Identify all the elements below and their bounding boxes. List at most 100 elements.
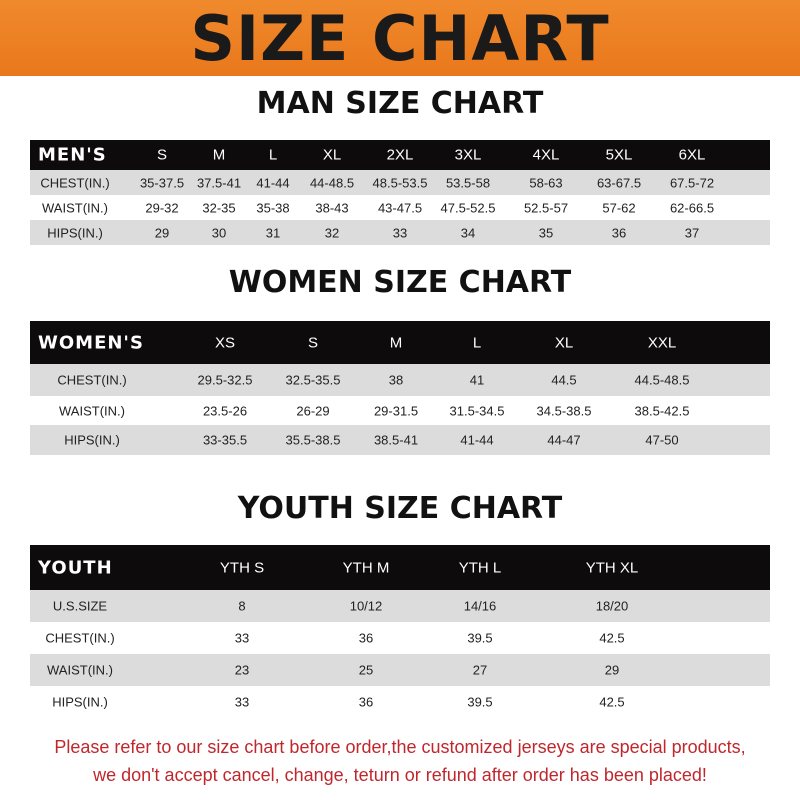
- table-cell: 52.5-57: [523, 200, 569, 215]
- table-row: U.S.SIZE 8 10/12 14/16 18/20: [30, 590, 770, 622]
- table-cell: 29.5-32.5: [197, 372, 253, 388]
- table-cell: 2XL: [386, 146, 414, 164]
- men-section-title: MAN SIZE CHART: [256, 86, 544, 121]
- table-cell: 26-29: [296, 403, 330, 418]
- table-cell: XL: [554, 334, 574, 351]
- table-header-row: WOMEN'S XS S M L XL XXL: [30, 321, 770, 364]
- table-cell: S: [156, 146, 168, 164]
- row-label: CHEST(IN.): [45, 630, 115, 646]
- table-cell: 36: [358, 694, 374, 710]
- table-cell: 33: [234, 630, 250, 646]
- row-label: WAIST(IN.): [42, 200, 108, 215]
- table-cell: 57-62: [602, 200, 636, 215]
- table-cell: 31: [265, 225, 281, 240]
- table-cell: 48.5-53.5: [372, 175, 428, 190]
- banner-title: SIZE CHART: [190, 2, 610, 75]
- order-notice: Please refer to our size chart before or…: [0, 733, 800, 789]
- row-label: HIPS(IN.): [52, 694, 108, 710]
- table-cell: 10/12: [349, 598, 383, 614]
- table-cell: YTH M: [342, 559, 390, 576]
- table-cell: 35-37.5: [139, 175, 185, 190]
- table-cell: L: [268, 146, 278, 164]
- table-cell: S: [307, 334, 319, 351]
- table-cell: 44.5: [551, 372, 577, 388]
- table-cell: YTH L: [458, 559, 502, 576]
- table-cell: 41-44: [460, 432, 494, 448]
- table-cell: 47-50: [645, 432, 679, 448]
- table-cell: 44.5-48.5: [634, 372, 690, 388]
- table-cell: 23: [234, 662, 250, 678]
- row-label: CHEST(IN.): [57, 372, 127, 388]
- table-row: CHEST(IN.) 33 36 39.5 42.5: [30, 622, 770, 654]
- row-label: WAIST(IN.): [59, 403, 125, 418]
- table-row: WAIST(IN.) 29-32 32-35 35-38 38-43 43-47.5 47.…: [30, 195, 770, 220]
- table-cell: 29: [154, 225, 170, 240]
- table-cell: 3XL: [454, 146, 482, 164]
- table-cell: 8: [238, 598, 246, 614]
- table-cell: 29: [604, 662, 620, 678]
- table-cell: 33: [392, 225, 408, 240]
- table-row: HIPS(IN.) 33-35.5 35.5-38.5 38.5-41 41-44 44-…: [30, 425, 770, 455]
- table-cell: 41: [469, 372, 485, 388]
- table-cell: 18/20: [595, 598, 629, 614]
- table-cell: 58-63: [529, 175, 563, 190]
- banner: SIZE CHART: [0, 0, 800, 76]
- table-cell: 33: [234, 694, 250, 710]
- table-cell: YTH S: [219, 559, 265, 576]
- table-row: WAIST(IN.) 23 25 27 29: [30, 654, 770, 686]
- table-cell: 4XL: [532, 146, 560, 164]
- row-label: HIPS(IN.): [47, 225, 103, 240]
- table-cell: 36: [611, 225, 627, 240]
- table-row: HIPS(IN.) 33 36 39.5 42.5: [30, 686, 770, 718]
- table-cell: XS: [214, 334, 236, 351]
- youth-section-title: YOUTH SIZE CHART: [237, 491, 563, 526]
- table-cell: 29-32: [145, 200, 179, 215]
- order-notice-line-1: Please refer to our size chart before or…: [54, 737, 746, 757]
- table-row: CHEST(IN.) 35-37.5 37.5-41 41-44 44-48.5 48.5…: [30, 170, 770, 195]
- table-row: HIPS(IN.) 29 30 31 32 33 34 35 36 37: [30, 220, 770, 245]
- table-row: CHEST(IN.) 29.5-32.5 32.5-35.5 38 41 44.5 44.5…: [30, 364, 770, 396]
- order-notice-line-2: we don't accept cancel, change, teturn o…: [93, 765, 707, 785]
- table-cell: 35-38: [256, 200, 290, 215]
- table-cell: 33-35.5: [202, 432, 248, 448]
- table-cell: 31.5-34.5: [449, 403, 505, 418]
- table-cell: M: [389, 334, 403, 351]
- table-cell: 38.5-41: [373, 432, 419, 448]
- table-cell: 62-66.5: [669, 200, 715, 215]
- table-cell: 32: [324, 225, 340, 240]
- table-cell: M: [212, 146, 226, 164]
- table-cell: 53.5-58: [445, 175, 491, 190]
- table-cell: 47.5-52.5: [440, 200, 496, 215]
- table-cell: 41-44: [256, 175, 290, 190]
- table-cell: 43-47.5: [377, 200, 423, 215]
- table-cell: 29-31.5: [373, 403, 419, 418]
- table-cell: 14/16: [463, 598, 497, 614]
- women-section-title: WOMEN SIZE CHART: [228, 265, 572, 300]
- table-cell: 25: [358, 662, 374, 678]
- table-cell: 32.5-35.5: [285, 372, 341, 388]
- table-cell: XL: [322, 146, 342, 164]
- table-cell: 23.5-26: [202, 403, 248, 418]
- table-cell: 39.5: [467, 694, 493, 710]
- table-cell: 35: [538, 225, 554, 240]
- row-label: U.S.SIZE: [52, 598, 108, 614]
- table-cell: 34.5-38.5: [536, 403, 592, 418]
- row-label: HIPS(IN.): [64, 432, 120, 448]
- table-cell: 27: [472, 662, 488, 678]
- table-cell: 6XL: [678, 146, 706, 164]
- table-cell: 35.5-38.5: [285, 432, 341, 448]
- table-cell: 32-35: [202, 200, 236, 215]
- table-cell: 37: [684, 225, 700, 240]
- table-cell: 38.5-42.5: [634, 403, 690, 418]
- row-label: MEN'S: [38, 144, 107, 166]
- table-cell: 63-67.5: [596, 175, 642, 190]
- table-cell: 5XL: [605, 146, 633, 164]
- table-cell: 39.5: [467, 630, 493, 646]
- table-cell: 67.5-72: [669, 175, 715, 190]
- table-cell: L: [472, 334, 482, 351]
- table-cell: 37.5-41: [196, 175, 242, 190]
- table-cell: 44-47: [547, 432, 581, 448]
- table-cell: 42.5: [599, 630, 625, 646]
- table-cell: 36: [358, 630, 374, 646]
- row-label: YOUTH: [38, 557, 113, 578]
